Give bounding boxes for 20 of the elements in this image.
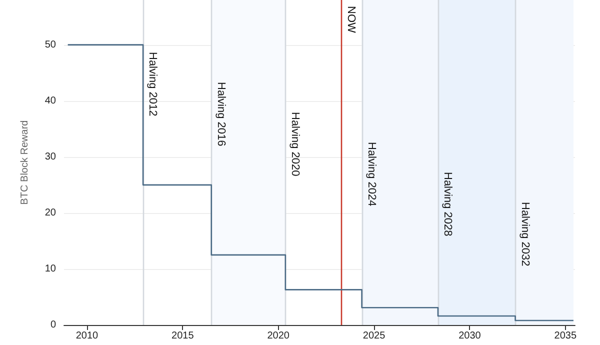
- ref-line-label: Halving 2032: [518, 202, 531, 266]
- y-tick-label: 0: [50, 320, 56, 330]
- ref-line-label: Halving 2028: [441, 172, 454, 236]
- x-tick-label: 2020: [267, 330, 290, 342]
- y-tick-label: 50: [44, 39, 56, 50]
- y-tick-label: 40: [44, 95, 56, 106]
- ref-line-label: NOW: [345, 6, 358, 34]
- y-axis-title: BTC Block Reward: [20, 120, 30, 205]
- x-tick-label: 2025: [362, 330, 386, 342]
- ref-line-label: Halving 2016: [214, 82, 227, 146]
- y-tick-label: 30: [44, 151, 56, 162]
- ref-line-label: Halving 2012: [146, 52, 159, 116]
- x-tick-label: 2010: [76, 330, 99, 342]
- ref-line-label: Halving 2020: [288, 112, 301, 176]
- x-tick-label: 2030: [458, 330, 482, 342]
- x-tick-label: 2035: [554, 330, 577, 342]
- y-tick-label: 20: [44, 207, 56, 218]
- x-tick-label: 2015: [172, 330, 194, 342]
- ref-line-label: Halving 2024: [365, 142, 378, 206]
- y-tick-label: 10: [44, 263, 56, 274]
